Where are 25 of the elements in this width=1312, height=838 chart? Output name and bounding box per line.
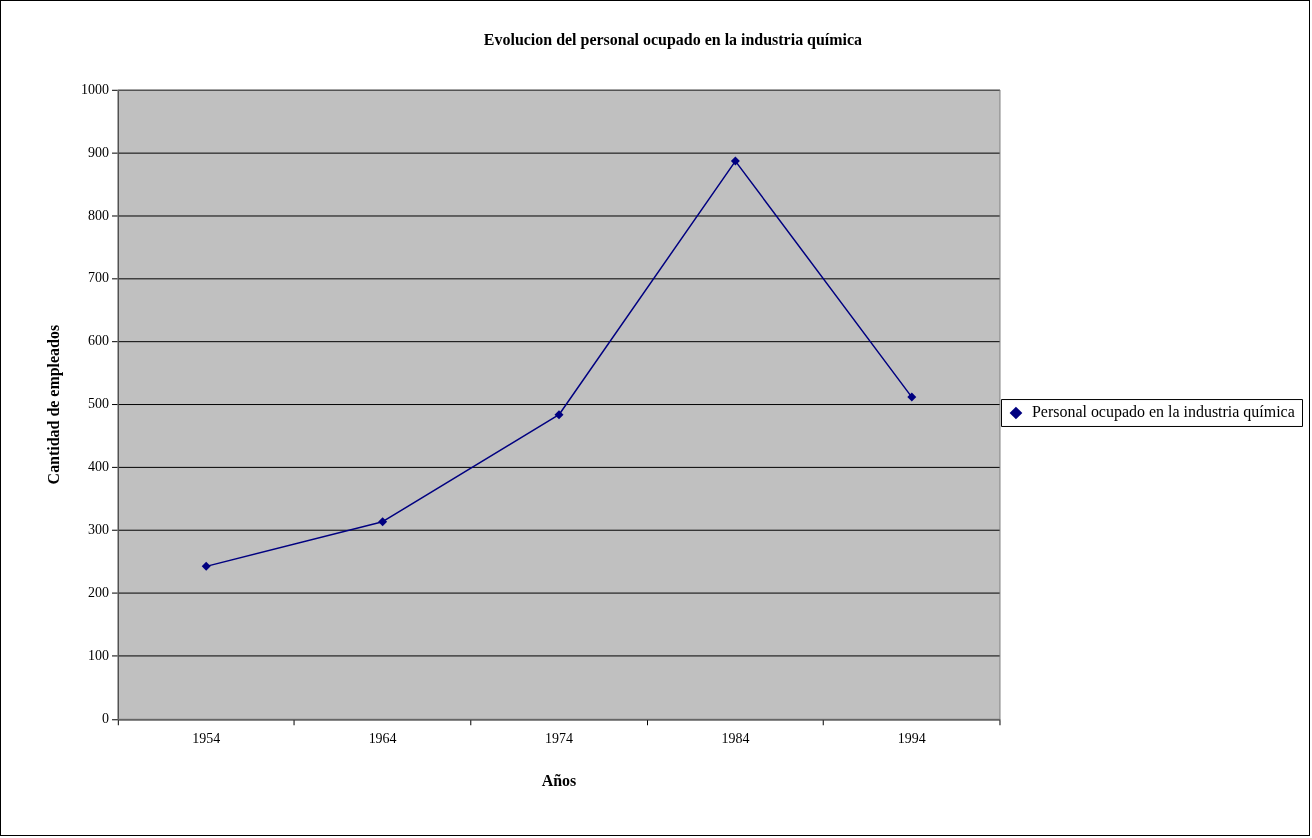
y-tick-label: 600 bbox=[88, 333, 110, 349]
x-tick-label: 1974 bbox=[545, 731, 573, 747]
y-tick-label: 300 bbox=[88, 522, 110, 538]
point bbox=[201, 561, 211, 571]
point bbox=[730, 156, 740, 166]
y-tick-label: 900 bbox=[88, 144, 110, 160]
chart-title: Evolucion del personal ocupado en la industria química bbox=[483, 30, 863, 49]
y-tick-label: 500 bbox=[88, 396, 110, 412]
y-tick-label: 0 bbox=[102, 710, 110, 726]
x-tick-label: 1984 bbox=[721, 731, 750, 747]
y-axis-title: Cantidad de empleados bbox=[44, 324, 63, 485]
y-tick-label: 100 bbox=[88, 648, 110, 664]
point bbox=[378, 517, 388, 527]
point bbox=[554, 410, 564, 420]
legend-label: Personal ocupado en la industria química bbox=[1031, 403, 1295, 422]
y-tick-label: 200 bbox=[88, 585, 110, 601]
y-tick-label: 1000 bbox=[81, 81, 110, 97]
y-tick-label: 700 bbox=[88, 270, 110, 286]
x-tick-label: 1964 bbox=[368, 731, 397, 747]
x-axis-title: Años bbox=[541, 771, 577, 789]
y-tick-label: 800 bbox=[88, 207, 110, 223]
x-tick-label: 1954 bbox=[192, 731, 221, 747]
x-tick-label: 1994 bbox=[897, 731, 926, 747]
point bbox=[907, 392, 917, 402]
y-tick-label: 400 bbox=[88, 459, 110, 475]
